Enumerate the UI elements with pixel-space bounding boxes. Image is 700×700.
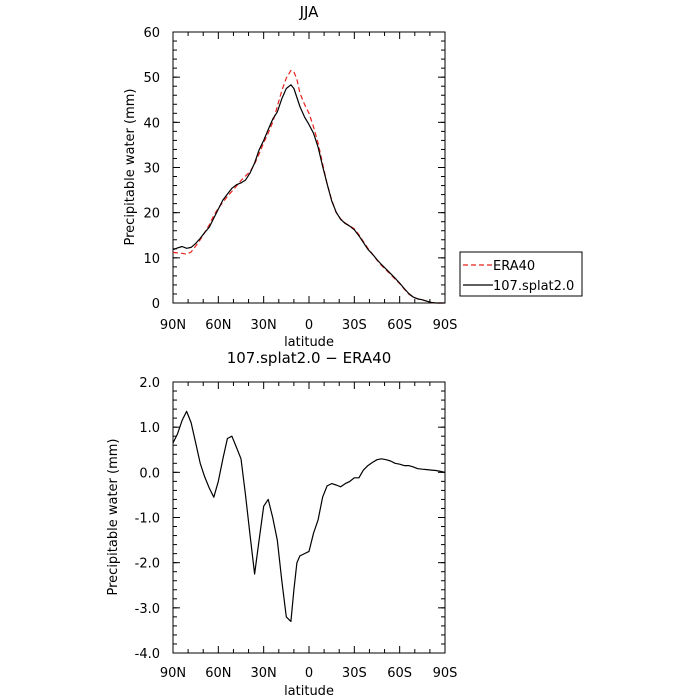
top-y-axis-label: Precipitable water (mm) — [123, 89, 138, 246]
top-x-tick-label: 30N — [251, 318, 277, 333]
legend: ERA40 107.splat2.0 — [459, 251, 583, 297]
bottom-y-tick-label: -1.0 — [135, 512, 160, 527]
bottom-series-lines — [172, 410, 446, 623]
bottom-y-ticks: 2.0 1.0 0.0 -1.0 -2.0 -3.0 -4.0 — [135, 376, 445, 662]
bottom-y-tick-label: -3.0 — [135, 602, 160, 617]
top-series-lines — [172, 69, 445, 304]
bottom-x-tick-label: 90N — [160, 666, 186, 681]
bottom-x-tick-label: 0 — [305, 666, 313, 681]
bottom-y-tick-label: 2.0 — [139, 376, 160, 391]
top-x-tick-label: 0 — [305, 318, 313, 333]
bottom-plot-frame — [172, 381, 446, 654]
top-plot-frame — [172, 31, 446, 304]
bottom-series-line-0 — [172, 410, 446, 623]
bottom-y-tick-label: -4.0 — [135, 647, 160, 662]
top-series-line-1 — [172, 84, 445, 304]
bottom-x-axis-label: latitude — [284, 684, 334, 699]
top-y-tick-label: 10 — [143, 252, 160, 267]
bottom-x-tick-label: 60N — [205, 666, 231, 681]
bottom-x-ticks: 90N 60N 30N 0 30S 60S 90S — [160, 382, 458, 681]
top-y-tick-label: 20 — [143, 207, 160, 222]
bottom-x-tick-label: 90S — [433, 666, 458, 681]
legend-box — [459, 251, 583, 297]
top-chart-title: JJA — [299, 3, 320, 21]
top-x-tick-label: 90N — [160, 318, 186, 333]
bottom-y-tick-label: 0.0 — [139, 466, 160, 481]
top-x-ticks: 90N 60N 30N 0 30S 60S 90S — [160, 32, 458, 333]
top-x-axis-label: latitude — [284, 335, 334, 350]
bottom-panel: 107.splat2.0 − ERA40 90N 60N 30N 0 30S 60S 90S… — [106, 349, 457, 699]
top-series-line-0 — [172, 69, 445, 304]
bottom-x-tick-label: 60S — [387, 666, 412, 681]
top-x-tick-label: 60S — [387, 318, 412, 333]
top-y-tick-label: 40 — [143, 116, 160, 131]
bottom-x-tick-label: 30N — [251, 666, 277, 681]
top-y-tick-label: 50 — [143, 71, 160, 86]
top-y-ticks: 0 10 20 30 40 50 60 — [143, 26, 445, 312]
bottom-y-tick-label: -2.0 — [135, 557, 160, 572]
bottom-y-tick-label: 1.0 — [139, 421, 160, 436]
top-x-tick-label: 90S — [433, 318, 458, 333]
legend-label-era40: ERA40 — [493, 259, 535, 274]
bottom-x-tick-label: 30S — [342, 666, 367, 681]
top-y-tick-label: 60 — [143, 26, 160, 41]
legend-label-splat: 107.splat2.0 — [493, 279, 574, 294]
bottom-y-axis-label: Precipitable water (mm) — [106, 439, 121, 596]
top-x-tick-label: 60N — [205, 318, 231, 333]
top-y-tick-label: 30 — [143, 162, 160, 177]
top-x-tick-label: 30S — [342, 318, 367, 333]
top-y-tick-label: 0 — [152, 297, 160, 312]
bottom-chart-title: 107.splat2.0 − ERA40 — [227, 349, 392, 367]
top-panel: JJA 90N 60N 30N 0 30S 60S 90S 0 10 20 30 40 50 60 la… — [123, 3, 583, 350]
